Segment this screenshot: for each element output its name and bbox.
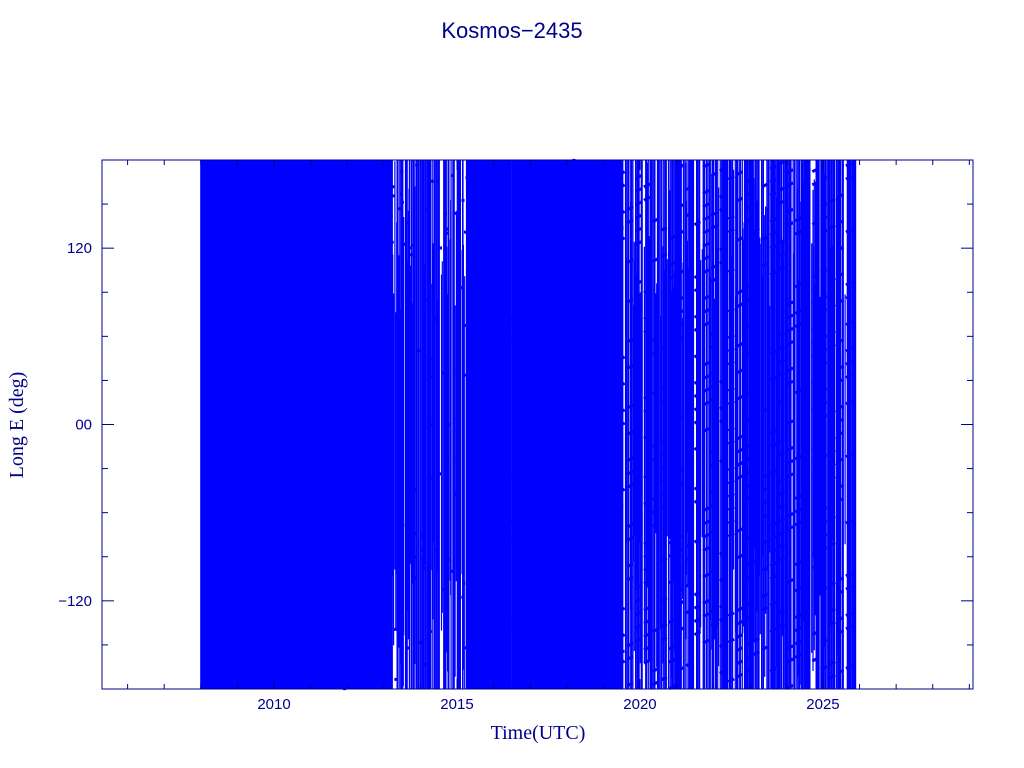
- data-layer: [200, 158, 857, 691]
- axis-ticks: 2010 2015 2020 2025 120 00 −120: [58, 160, 973, 713]
- x-tick-label: 2015: [440, 696, 473, 713]
- series-markers: [201, 158, 625, 691]
- x-tick-label: 2010: [257, 696, 290, 713]
- y-tick-label: 00: [75, 417, 92, 434]
- y-tick-label: 120: [67, 240, 92, 257]
- y-axis-label: Long E (deg): [6, 372, 28, 479]
- x-tick-label: 2025: [806, 696, 839, 713]
- y-tick-label: −120: [58, 593, 92, 610]
- series-dense-block: [200, 160, 392, 689]
- x-axis-label: Time(UTC): [491, 722, 586, 744]
- series-drift-tracks: [618, 159, 853, 690]
- series-dense-block: [467, 160, 622, 689]
- chart-title: Kosmos−2435: [441, 18, 582, 43]
- x-tick-label: 2020: [623, 696, 656, 713]
